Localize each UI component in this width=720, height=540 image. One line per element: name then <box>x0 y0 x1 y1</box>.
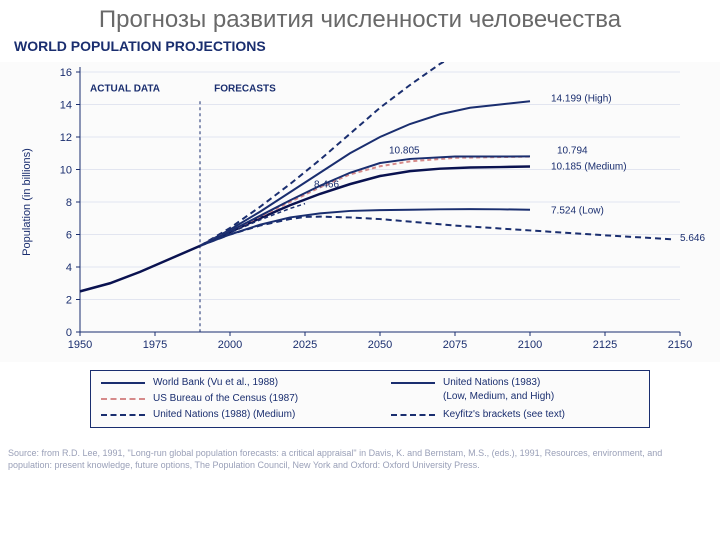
legend-label: (Low, Medium, and High) <box>443 391 554 402</box>
legend-item: United Nations (1983) <box>391 377 540 388</box>
svg-text:2: 2 <box>66 295 72 307</box>
svg-text:2050: 2050 <box>368 339 392 351</box>
legend-swatch <box>391 414 435 416</box>
svg-text:2100: 2100 <box>518 339 542 351</box>
chart-container: 0 2 4 6 8 10 12 14 16 Population (in billions) 195… <box>0 62 720 362</box>
legend-label: World Bank (Vu et al., 1988) <box>153 377 278 388</box>
legend-label: US Bureau of the Census (1987) <box>153 393 298 404</box>
legend-item: (Low, Medium, and High) <box>391 391 554 402</box>
svg-text:2075: 2075 <box>443 339 467 351</box>
svg-text:5.646: 5.646 <box>680 233 705 244</box>
legend-item: Keyfitz's brackets (see text) <box>391 409 565 420</box>
svg-text:14: 14 <box>60 100 72 112</box>
legend-item: United Nations (1988) (Medium) <box>101 409 295 420</box>
source-citation: Source: from R.D. Lee, 1991, "Long-run g… <box>8 448 708 471</box>
svg-text:2000: 2000 <box>218 339 242 351</box>
svg-text:1950: 1950 <box>68 339 92 351</box>
legend-box: World Bank (Vu et al., 1988) US Bureau of… <box>90 370 650 428</box>
population-chart: 0 2 4 6 8 10 12 14 16 Population (in billions) 195… <box>0 62 720 362</box>
legend-label: United Nations (1983) <box>443 377 540 388</box>
projection-title: WORLD POPULATION PROJECTIONS <box>14 38 266 54</box>
legend-swatch <box>101 414 145 416</box>
svg-text:6: 6 <box>66 230 72 242</box>
svg-text:2125: 2125 <box>593 339 617 351</box>
svg-text:14.199 (High): 14.199 (High) <box>551 93 612 104</box>
legend-swatch <box>391 382 435 384</box>
svg-text:2150: 2150 <box>668 339 692 351</box>
svg-text:8.466: 8.466 <box>314 179 339 190</box>
svg-text:1975: 1975 <box>143 339 167 351</box>
svg-text:ACTUAL DATA: ACTUAL DATA <box>90 84 160 95</box>
svg-text:8: 8 <box>66 197 72 209</box>
svg-text:Population (in billions): Population (in billions) <box>21 148 33 256</box>
svg-text:2025: 2025 <box>293 339 317 351</box>
legend-swatch <box>101 382 145 384</box>
legend-label: United Nations (1988) (Medium) <box>153 409 295 420</box>
legend-label: Keyfitz's brackets (see text) <box>443 409 565 420</box>
svg-text:FORECASTS: FORECASTS <box>214 84 276 95</box>
svg-text:10: 10 <box>60 165 72 177</box>
svg-text:16: 16 <box>60 67 72 79</box>
svg-text:10.185 (Medium): 10.185 (Medium) <box>551 162 627 173</box>
svg-text:10.794: 10.794 <box>557 145 588 156</box>
svg-text:4: 4 <box>66 262 72 274</box>
page-title: Прогнозы развития численности человечест… <box>99 6 621 34</box>
legend-swatch <box>101 398 145 400</box>
svg-text:10.805: 10.805 <box>389 145 420 156</box>
legend-item: US Bureau of the Census (1987) <box>101 393 298 404</box>
legend-item: World Bank (Vu et al., 1988) <box>101 377 278 388</box>
svg-text:7.524 (Low): 7.524 (Low) <box>551 205 604 216</box>
svg-text:0: 0 <box>66 327 72 339</box>
svg-text:12: 12 <box>60 132 72 144</box>
